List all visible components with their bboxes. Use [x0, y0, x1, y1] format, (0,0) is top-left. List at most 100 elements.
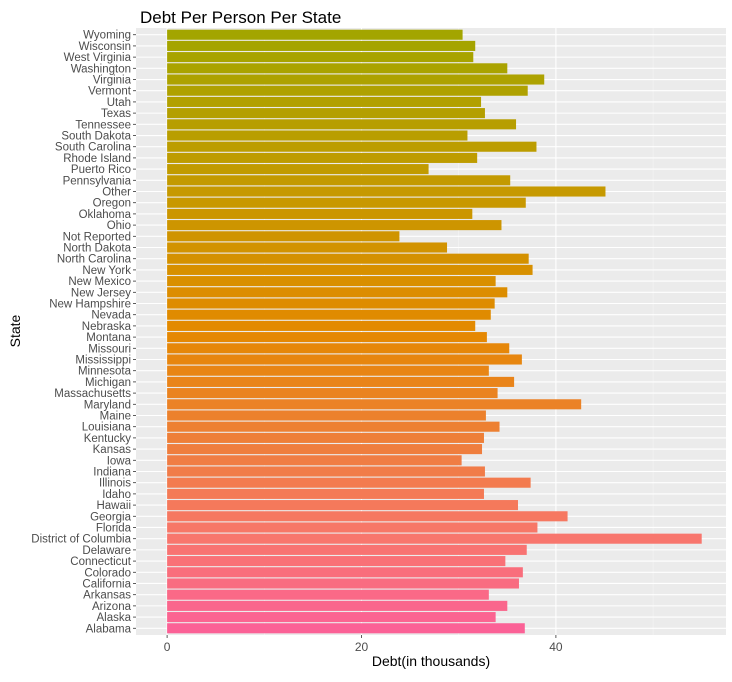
bar-hawaii: [167, 500, 518, 511]
bar-iowa: [167, 455, 462, 466]
bar-virginia: [167, 74, 545, 85]
bar-missouri: [167, 343, 510, 354]
bar-california: [167, 578, 519, 589]
y-tick-label: Arizona: [92, 601, 132, 613]
y-tick-label: South Dakota: [61, 131, 131, 143]
bar-maine: [167, 410, 486, 421]
bars: [167, 29, 702, 634]
bar-not-reported: [167, 231, 400, 242]
x-tick-labels: 0 20 40: [164, 635, 563, 654]
y-tick-label: Vermont: [88, 86, 132, 98]
bar-kansas: [167, 444, 483, 455]
bar-montana: [167, 332, 487, 343]
y-tick-label: District of Columbia: [31, 534, 131, 546]
y-tick-label: Colorado: [84, 567, 131, 579]
y-tick-label: South Carolina: [55, 142, 132, 154]
bar-north-dakota: [167, 242, 448, 253]
y-tick-label: Maine: [100, 410, 131, 422]
y-tick-label: Arkansas: [83, 590, 131, 602]
bar-alaska: [167, 612, 496, 623]
y-axis-title: State: [7, 314, 23, 347]
x-tick-label: 20: [355, 640, 369, 654]
y-tick-label: Indiana: [93, 466, 131, 478]
bar-south-dakota: [167, 130, 468, 141]
y-tick-label: Delaware: [82, 545, 131, 557]
bar-new-mexico: [167, 276, 496, 287]
y-tick-label: Virginia: [93, 75, 132, 87]
y-tick-label: Kansas: [93, 444, 132, 456]
y-tick-label: Pennsylvania: [63, 175, 132, 187]
bar-new-york: [167, 264, 533, 275]
y-tick-label: Other: [102, 187, 131, 199]
bar-idaho: [167, 488, 484, 499]
bar-oklahoma: [167, 208, 473, 219]
bar-connecticut: [167, 556, 506, 567]
y-tick-label: California: [82, 578, 131, 590]
bar-wisconsin: [167, 40, 476, 51]
y-tick-label: Michigan: [85, 377, 131, 389]
y-tick-label: Oklahoma: [79, 209, 132, 221]
bar-tennessee: [167, 119, 517, 130]
bar-michigan: [167, 376, 515, 387]
y-tick-label: Georgia: [90, 511, 132, 523]
y-tick-label: Illinois: [99, 478, 131, 490]
y-tick-label: New Mexico: [68, 276, 131, 288]
y-tick-label: Kentucky: [84, 433, 132, 445]
bar-delaware: [167, 544, 527, 555]
bar-other: [167, 186, 606, 197]
x-axis-title: Debt(in thousands): [372, 653, 490, 669]
bar-georgia: [167, 511, 568, 522]
y-tick-label: North Carolina: [57, 254, 132, 266]
y-tick-label: Rhode Island: [63, 153, 131, 165]
bar-louisiana: [167, 421, 500, 432]
y-tick-label: Ohio: [107, 220, 131, 232]
bar-utah: [167, 96, 482, 107]
y-tick-label: West Virginia: [64, 52, 132, 64]
y-tick-label: Puerto Rico: [71, 164, 131, 176]
y-tick-label: New Hampshire: [49, 299, 131, 311]
bar-indiana: [167, 466, 485, 477]
bar-colorado: [167, 567, 523, 578]
y-tick-label: Montana: [86, 332, 131, 344]
y-tick-label: Washington: [71, 63, 131, 75]
y-tick-label: North Dakota: [63, 243, 131, 255]
y-tick-label: Maryland: [84, 399, 131, 411]
bar-washington: [167, 63, 508, 74]
bar-arkansas: [167, 589, 489, 600]
bar-district-of-columbia: [167, 533, 702, 544]
y-tick-label: Nevada: [91, 310, 131, 322]
y-tick-label: Wyoming: [83, 30, 131, 42]
bar-florida: [167, 522, 538, 533]
y-tick-label: Alabama: [86, 623, 132, 635]
y-tick-label: Idaho: [102, 489, 131, 501]
bar-wyoming: [167, 29, 463, 40]
bar-illinois: [167, 477, 531, 488]
bar-minnesota: [167, 365, 489, 376]
y-tick-labels: AlabamaAlaskaArizonaArkansasCaliforniaCo…: [31, 30, 136, 635]
y-tick-label: New Jersey: [71, 287, 131, 299]
y-tick-label: Alaska: [96, 612, 131, 624]
y-tick-label: Texas: [101, 108, 131, 120]
bar-mississippi: [167, 354, 522, 365]
y-tick-label: Missouri: [88, 343, 131, 355]
bar-ohio: [167, 220, 502, 231]
y-tick-label: Wisconsin: [79, 41, 131, 53]
chart-title: Debt Per Person Per State: [140, 8, 341, 27]
bar-pennsylvania: [167, 175, 511, 186]
y-tick-label: Connecticut: [70, 556, 132, 568]
y-tick-label: Tennessee: [75, 119, 131, 131]
bar-new-hampshire: [167, 298, 495, 309]
y-tick-label: Hawaii: [96, 500, 131, 512]
y-tick-label: Minnesota: [78, 366, 132, 378]
y-tick-label: Oregon: [93, 198, 131, 210]
y-tick-label: Mississippi: [75, 354, 131, 366]
y-tick-label: Iowa: [107, 455, 132, 467]
bar-new-jersey: [167, 287, 508, 298]
bar-oregon: [167, 197, 526, 208]
y-tick-label: Not Reported: [63, 231, 131, 243]
x-tick-label: 40: [549, 640, 563, 654]
bar-rhode-island: [167, 152, 478, 163]
y-tick-label: Nebraska: [82, 321, 132, 333]
bar-nevada: [167, 309, 491, 320]
